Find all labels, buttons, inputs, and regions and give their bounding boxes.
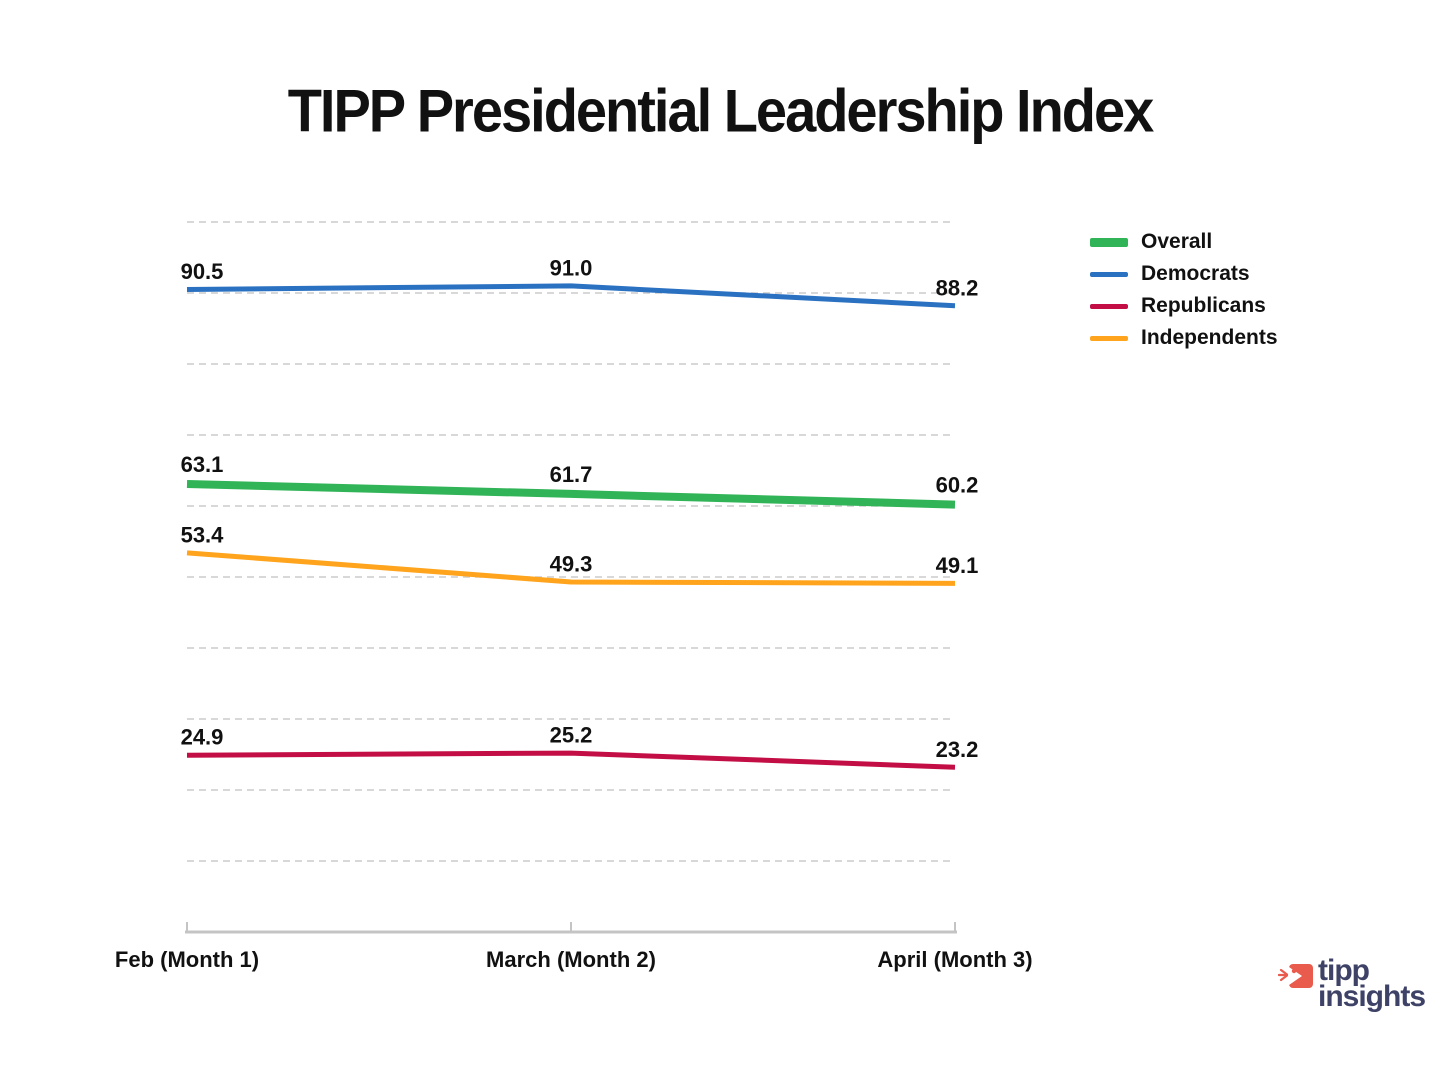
series-line-democrats (187, 286, 955, 306)
x-axis-label-april: April (Month 3) (877, 947, 1032, 973)
value-label-independents-0: 53.4 (181, 522, 225, 547)
legend-swatch-overall (1090, 238, 1128, 247)
legend-item-democrats: Democrats (1090, 258, 1278, 290)
legend-item-republicans: Republicans (1090, 290, 1278, 322)
value-label-independents-1: 49.3 (550, 551, 593, 576)
value-label-republicans-1: 25.2 (550, 723, 593, 748)
value-label-overall-1: 61.7 (550, 462, 593, 487)
legend-swatch-independents (1090, 336, 1128, 341)
x-axis-label-feb: Feb (Month 1) (115, 947, 259, 973)
value-label-democrats-2: 88.2 (936, 275, 979, 300)
logo-text: tipp insights (1318, 958, 1425, 1010)
legend-item-independents: Independents (1090, 322, 1278, 354)
value-label-democrats-1: 91.0 (550, 255, 593, 280)
value-label-overall-0: 63.1 (181, 452, 224, 477)
series-line-overall (187, 484, 955, 505)
value-label-republicans-0: 24.9 (181, 725, 224, 750)
x-axis-label-march: March (Month 2) (486, 947, 656, 973)
legend-label-independents: Independents (1141, 326, 1278, 350)
series-line-republicans (187, 753, 955, 767)
legend-label-democrats: Democrats (1141, 262, 1250, 286)
chart-canvas: TIPP Presidential Leadership Index 63.16… (0, 0, 1440, 1080)
tipp-insights-logo: tipp insights (1278, 958, 1425, 1010)
legend-item-overall: Overall (1090, 226, 1278, 258)
value-label-overall-2: 60.2 (936, 473, 979, 498)
tipp-insights-bird-icon (1278, 963, 1314, 993)
value-label-democrats-0: 90.5 (181, 259, 224, 284)
line-chart-plot: 63.1 61.7 60.2 90.5 91.0 88.2 24.9 25.2 23.2 53.4… (0, 0, 1440, 1080)
legend-label-republicans: Republicans (1141, 294, 1266, 318)
value-label-independents-2: 49.1 (936, 553, 979, 578)
legend-swatch-republicans (1090, 304, 1128, 309)
logo-text-insights: insights (1318, 984, 1425, 1010)
value-label-republicans-2: 23.2 (936, 737, 979, 762)
legend: Overall Democrats Republicans Independen… (1090, 226, 1278, 354)
legend-label-overall: Overall (1141, 230, 1212, 254)
legend-swatch-democrats (1090, 272, 1128, 277)
